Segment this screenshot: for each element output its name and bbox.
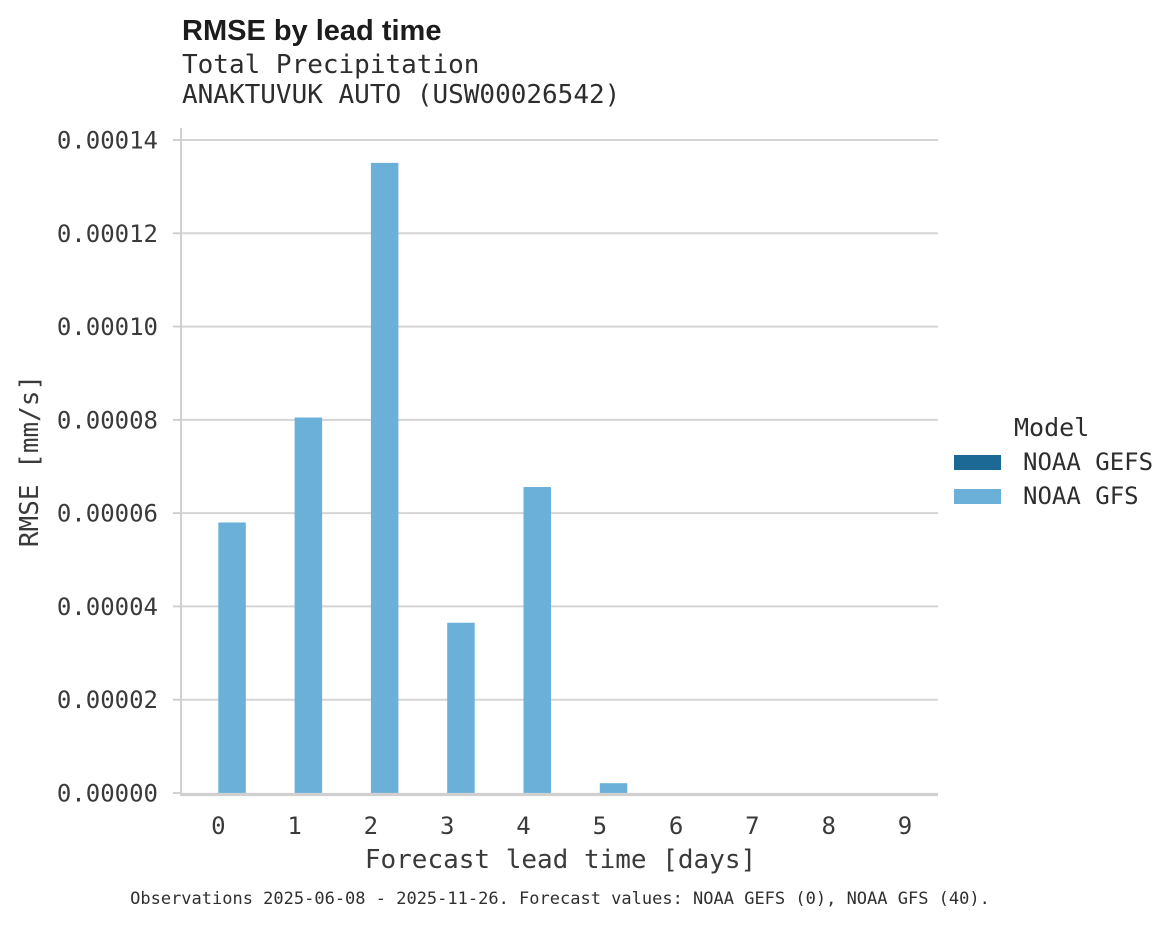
- y-tick-label: 0.00000: [57, 780, 158, 808]
- chart-title: RMSE by lead time: [182, 15, 442, 47]
- x-tick-label: 7: [745, 812, 759, 840]
- bar-noaa-gfs: [523, 487, 551, 793]
- bar-noaa-gfs: [294, 417, 323, 793]
- x-tick-label: 5: [593, 812, 607, 840]
- x-tick-label: 4: [516, 812, 530, 840]
- legend-item-noaa-gefs: NOAA GEFS: [954, 448, 1154, 476]
- y-tick-label: 0.00002: [57, 686, 158, 714]
- legend-title: Model: [1014, 413, 1090, 442]
- x-tick-label: 3: [440, 812, 454, 840]
- legend-swatch-noaa-gefs: [954, 455, 1001, 470]
- x-tick-label: 2: [364, 812, 378, 840]
- x-tick-label: 0: [211, 812, 225, 840]
- x-tick-label: 8: [821, 812, 835, 840]
- x-tick-label: 9: [898, 812, 912, 840]
- x-tick-label: 1: [287, 812, 301, 840]
- x-tick-label: 6: [669, 812, 683, 840]
- y-tick-label: 0.00010: [57, 313, 158, 341]
- chart-subtitle-station: ANAKTUVUK AUTO (USW00026542): [182, 80, 621, 110]
- y-tick-label: 0.00014: [57, 127, 158, 155]
- bar-noaa-gfs: [370, 162, 399, 794]
- legend-swatch-noaa-gfs: [954, 489, 1001, 504]
- x-axis-title: Forecast lead time [days]: [364, 845, 757, 875]
- y-tick-label: 0.00012: [57, 220, 158, 248]
- y-tick-label: 0.00008: [57, 406, 158, 434]
- legend-label-noaa-gfs: NOAA GFS: [1023, 482, 1139, 510]
- bar-noaa-gfs: [447, 622, 475, 793]
- footer-caption: Observations 2025-06-08 - 2025-11-26. Fo…: [130, 889, 990, 909]
- bar-noaa-gfs: [218, 522, 246, 793]
- legend-item-noaa-gfs: NOAA GFS: [954, 482, 1139, 510]
- legend-label-noaa-gefs: NOAA GEFS: [1023, 448, 1154, 476]
- y-tick-label: 0.00006: [57, 500, 158, 528]
- bar-noaa-gfs: [599, 783, 628, 793]
- chart-subtitle-variable: Total Precipitation: [182, 50, 480, 80]
- y-tick-label: 0.00004: [57, 593, 158, 621]
